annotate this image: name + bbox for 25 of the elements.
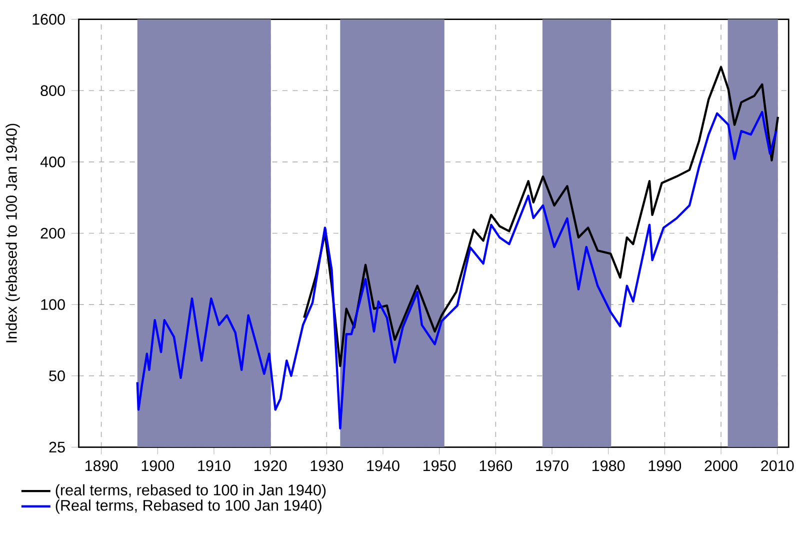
- x-tick-label: 2010: [761, 460, 794, 472]
- x-tick-label: 1990: [648, 460, 682, 472]
- y-axis-title: Index (rebased to 100 Jan 1940): [6, 124, 20, 342]
- y-tick-label: 200: [40, 228, 65, 239]
- y-tick-label: 400: [40, 156, 65, 168]
- legend-label: (Real terms, Rebased to 100 Jan 1940): [56, 500, 322, 514]
- y-tick-label: 100: [41, 299, 65, 310]
- line-series: [303, 66, 780, 368]
- x-tick-label: 1980: [592, 460, 625, 472]
- x-tick-label: 1960: [480, 460, 512, 472]
- y-tick-label: 25: [49, 442, 65, 453]
- y-tick-label: 1600: [32, 14, 65, 25]
- x-tick-label: 2000: [704, 460, 738, 472]
- legend-label: (real terms, rebased to 100 in Jan 1940): [56, 484, 326, 499]
- x-tick-label: 1910: [198, 460, 230, 472]
- line-series: [136, 110, 778, 430]
- y-tick-label: 50: [49, 370, 65, 382]
- y-tick-label: 800: [40, 85, 65, 96]
- x-tick-label: 1920: [254, 460, 287, 472]
- x-tick-label: 1940: [367, 460, 400, 472]
- x-tick-label: 1930: [310, 460, 344, 472]
- x-tick-label: 1970: [536, 460, 568, 472]
- x-tick-label: 1890: [85, 460, 118, 472]
- x-tick-label: 1950: [424, 460, 456, 472]
- x-tick-label: 1900: [142, 460, 174, 472]
